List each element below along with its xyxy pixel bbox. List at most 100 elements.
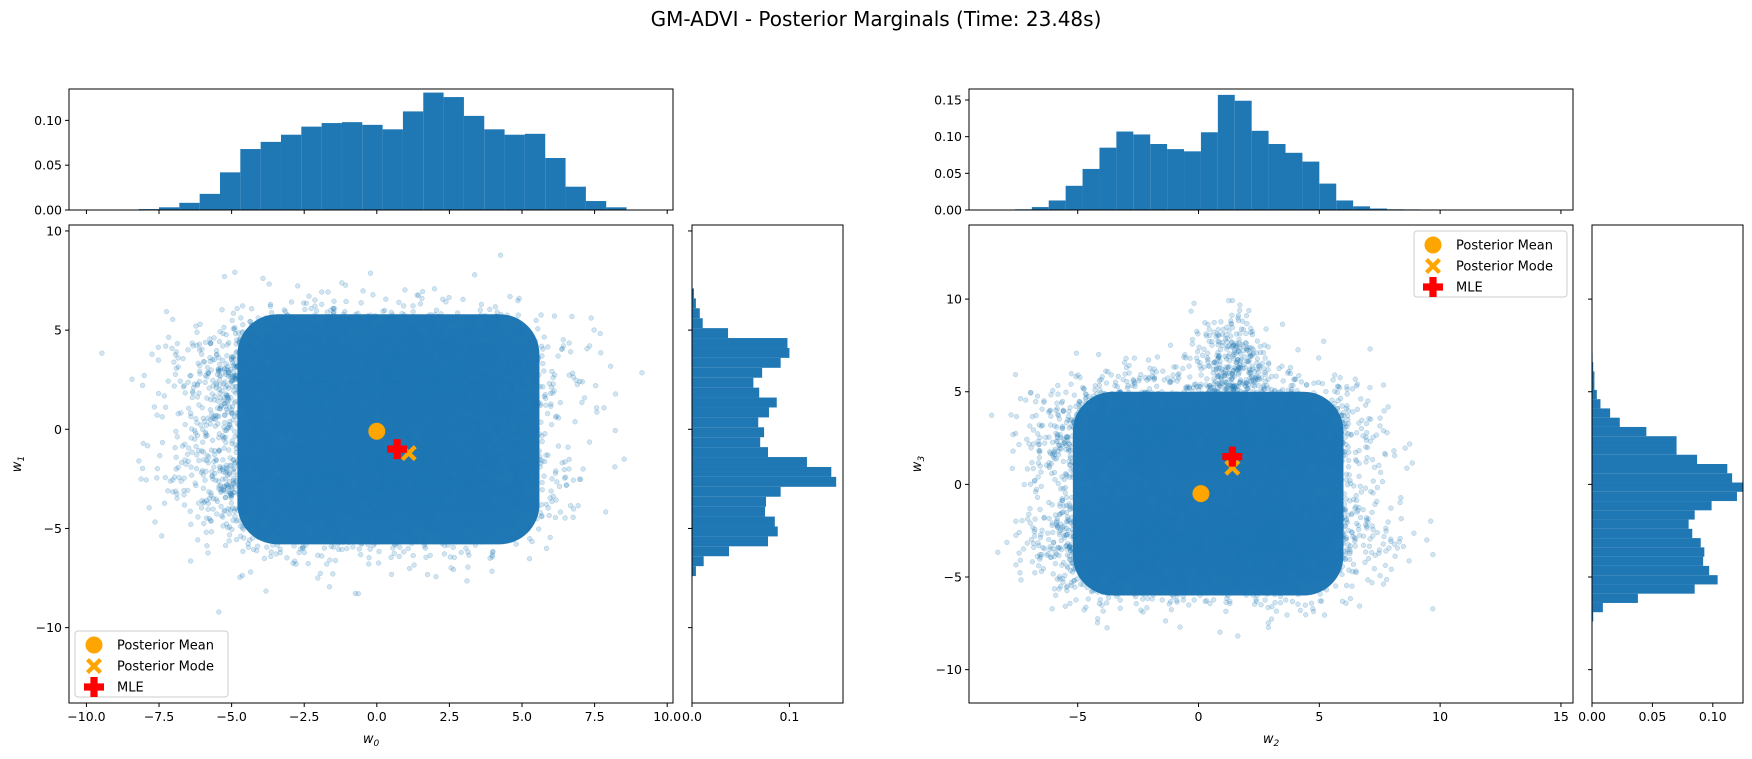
scatter-point: [429, 377, 436, 384]
scatter-point: [323, 354, 329, 360]
scatter-point: [303, 300, 309, 306]
scatter-point: [403, 476, 409, 483]
scatter-point: [216, 338, 223, 345]
scatter-point: [330, 571, 336, 577]
scatter-point: [366, 555, 372, 561]
scatter-point: [328, 384, 335, 391]
scatter-point: [334, 383, 340, 390]
scatter-point: [281, 350, 287, 356]
scatter-point: [388, 325, 394, 331]
scatter-point: [309, 323, 315, 329]
scatter-point: [507, 466, 514, 473]
scatter-point: [508, 493, 514, 499]
scatter-point: [601, 405, 607, 411]
scatter-point: [527, 523, 533, 529]
scatter-point: [332, 557, 339, 564]
scatter-point: [511, 535, 517, 542]
scatter-point: [330, 397, 337, 403]
scatter-point: [324, 561, 330, 567]
scatter-point: [472, 272, 478, 278]
scatter-point: [497, 518, 504, 525]
scatter-point: [353, 391, 359, 397]
scatter-point: [438, 338, 445, 345]
scatter-point: [403, 464, 409, 470]
scatter-point: [431, 447, 437, 453]
scatter-point: [365, 536, 371, 542]
scatter-point: [258, 499, 264, 506]
scatter-point: [474, 417, 480, 424]
scatter-point: [460, 441, 466, 448]
scatter-point: [308, 339, 314, 346]
scatter-point: [301, 340, 308, 347]
scatter-point: [303, 383, 310, 389]
scatter-point: [284, 538, 291, 545]
scatter-point: [438, 436, 445, 442]
scatter-point: [481, 391, 488, 397]
scatter-point: [405, 545, 411, 552]
scatter-point: [287, 481, 294, 488]
scatter-point: [550, 375, 556, 381]
scatter-point: [171, 474, 178, 480]
scatter-point: [427, 354, 434, 361]
scatter-point: [438, 461, 444, 468]
scatter-point: [433, 574, 439, 580]
scatter-point: [159, 439, 166, 446]
scatter-point: [368, 417, 374, 423]
scatter-point: [266, 434, 273, 441]
scatter-point: [237, 574, 243, 580]
scatter-point: [380, 535, 386, 541]
scatter-point: [232, 374, 238, 381]
scatter-point: [253, 480, 260, 486]
scatter-point: [387, 506, 393, 513]
scatter-point: [384, 375, 390, 381]
scatter-point: [499, 500, 505, 506]
scatter-point: [304, 412, 311, 418]
scatter-point: [320, 482, 326, 488]
scatter-point: [377, 371, 383, 378]
scatter-point: [507, 431, 513, 437]
scatter-point: [173, 466, 179, 472]
scatter-point: [155, 344, 161, 350]
scatter-point: [138, 476, 144, 482]
scatter-point: [391, 466, 397, 472]
scatter-point: [193, 443, 199, 450]
scatter-point: [453, 367, 459, 373]
scatter-point: [566, 340, 572, 346]
scatter-point: [395, 355, 401, 361]
scatter-point: [535, 326, 541, 332]
scatter-point: [410, 324, 416, 330]
scatter-point: [358, 300, 364, 306]
scatter-point: [360, 288, 366, 294]
scatter-point: [382, 376, 389, 383]
scatter-point: [402, 496, 408, 503]
scatter-point: [319, 301, 325, 308]
scatter-point: [550, 381, 556, 387]
scatter-point: [441, 478, 447, 485]
scatter-point: [231, 428, 238, 435]
scatter-point: [222, 419, 228, 426]
scatter-point: [452, 319, 458, 325]
scatter-point: [375, 560, 382, 566]
scatter-point: [494, 335, 500, 342]
scatter-point: [367, 333, 374, 340]
scatter-point: [476, 518, 482, 524]
scatter-point: [281, 307, 287, 313]
scatter-point: [297, 431, 303, 437]
scatter-point: [510, 537, 516, 543]
scatter-point: [368, 370, 374, 376]
scatter-point: [489, 554, 495, 560]
scatter-point: [249, 323, 255, 329]
scatter-point: [383, 296, 389, 302]
scatter-point: [473, 330, 480, 336]
scatter-point: [431, 401, 437, 408]
scatter-point: [503, 401, 509, 407]
scatter-point: [572, 419, 578, 425]
scatter-point: [514, 367, 520, 374]
scatter-point: [222, 542, 229, 549]
scatter-point: [356, 478, 362, 484]
scatter-point: [344, 545, 350, 552]
scatter-point: [284, 467, 291, 474]
scatter-point: [408, 507, 415, 513]
scatter-point: [219, 307, 225, 313]
scatter-point: [252, 405, 258, 412]
